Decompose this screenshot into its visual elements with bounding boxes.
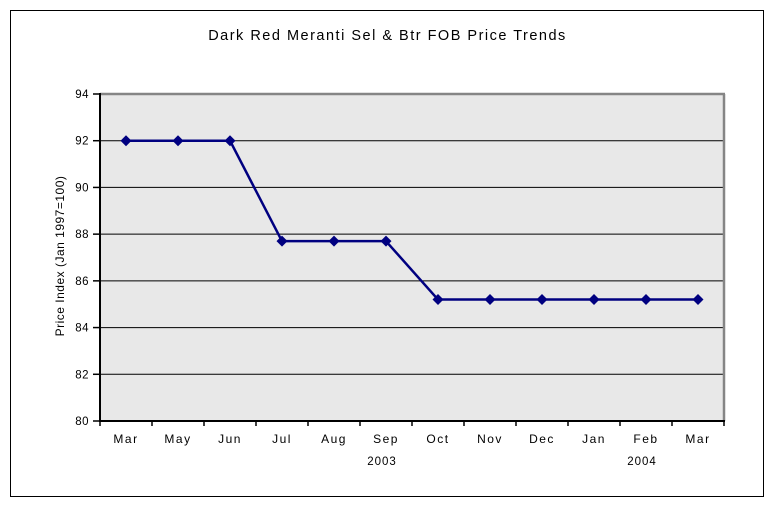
- data-point-marker: [432, 294, 444, 306]
- data-point-marker: [588, 294, 600, 306]
- y-tick-label: 90: [75, 182, 89, 194]
- y-tick-label: 88: [75, 229, 89, 241]
- data-point-marker: [692, 294, 704, 306]
- x-tick-label: Jan: [582, 432, 606, 446]
- data-point-marker: [224, 135, 236, 147]
- y-tick-label: 82: [75, 369, 89, 381]
- data-point-marker: [172, 135, 184, 147]
- data-point-marker: [380, 235, 392, 247]
- price-index-line: [126, 139, 698, 301]
- y-tick-label: 84: [75, 323, 89, 335]
- x-tick-label: Jul: [272, 432, 292, 446]
- x-tick-label: Aug: [321, 432, 347, 446]
- y-tick-label: 86: [75, 276, 89, 288]
- x-axis-year-label: 2004: [627, 456, 657, 468]
- data-point-marker: [120, 135, 132, 147]
- x-tick-label: Jun: [218, 432, 242, 446]
- x-tick-label: Mar: [685, 432, 710, 446]
- y-tick-label: 92: [75, 136, 89, 148]
- data-point-marker: [276, 235, 288, 247]
- x-tick-label: Mar: [113, 432, 138, 446]
- data-point-marker: [536, 294, 548, 306]
- x-tick-label: Feb: [633, 432, 658, 446]
- y-tick-label: 80: [75, 416, 89, 428]
- x-tick-label: Dec: [529, 432, 555, 446]
- x-tick-label: May: [164, 432, 191, 446]
- x-tick-label: Nov: [477, 432, 503, 446]
- x-axis-year-label: 2003: [367, 456, 397, 468]
- chart-frame-border: [10, 10, 764, 497]
- x-tick-label: Sep: [373, 432, 399, 446]
- x-tick-label: Oct: [426, 432, 449, 446]
- y-tick-label: 94: [75, 89, 89, 101]
- chart-title: Dark Red Meranti Sel & Btr FOB Price Tre…: [208, 28, 567, 44]
- data-point-marker: [328, 235, 340, 247]
- data-point-marker: [484, 294, 496, 306]
- data-point-marker: [640, 294, 652, 306]
- plot-area: [100, 94, 724, 421]
